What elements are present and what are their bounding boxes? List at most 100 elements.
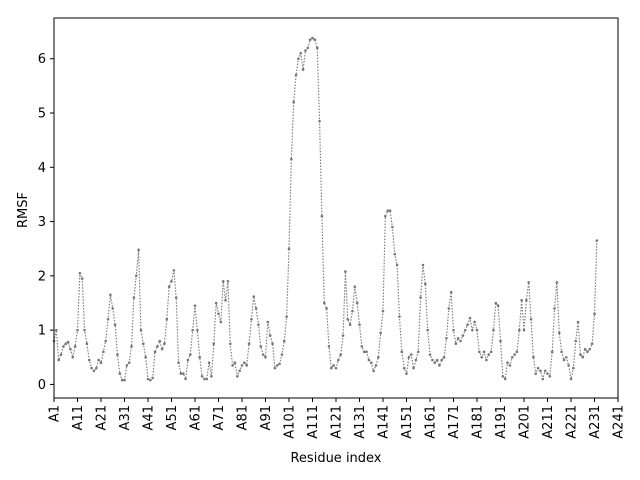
data-point — [83, 328, 86, 332]
data-point — [236, 374, 239, 378]
data-point — [548, 374, 552, 378]
y-tick-label: 5 — [38, 107, 46, 122]
data-point — [297, 57, 300, 61]
data-point — [456, 336, 460, 340]
data-point — [313, 38, 317, 42]
data-point — [238, 369, 241, 373]
data-point — [123, 378, 126, 382]
data-point — [330, 366, 333, 370]
data-point — [409, 353, 413, 356]
data-point — [184, 377, 187, 381]
data-point — [311, 36, 314, 40]
data-point — [372, 369, 375, 373]
data-point — [87, 358, 91, 362]
data-point — [360, 345, 364, 348]
data-point — [503, 377, 507, 381]
data-point — [565, 355, 568, 359]
x-tick-label: A181 — [471, 405, 486, 439]
series-line — [53, 37, 598, 382]
data-point — [463, 328, 467, 332]
data-point — [595, 239, 599, 242]
data-point — [285, 315, 288, 318]
data-point — [109, 293, 112, 297]
data-point — [245, 364, 248, 367]
data-point — [233, 361, 237, 365]
x-axis-label: Residue index — [290, 451, 381, 466]
data-point — [435, 358, 439, 362]
data-point — [421, 263, 425, 267]
data-point — [579, 353, 582, 356]
data-point — [489, 350, 493, 354]
data-point — [69, 347, 72, 351]
data-point — [62, 345, 65, 348]
data-point — [149, 378, 152, 382]
data-point — [327, 345, 331, 348]
data-point — [261, 353, 265, 356]
data-point — [480, 355, 484, 359]
data-point — [156, 345, 159, 348]
data-point — [515, 350, 519, 354]
data-point — [257, 323, 260, 327]
data-point — [167, 285, 171, 289]
data-point — [362, 350, 366, 354]
data-point — [165, 317, 169, 321]
data-point — [348, 323, 352, 327]
data-point — [217, 312, 220, 316]
data-point — [106, 317, 110, 321]
data-point — [412, 366, 415, 370]
data-point — [379, 331, 382, 335]
data-point — [529, 317, 533, 321]
data-point — [97, 358, 100, 362]
data-point — [405, 372, 408, 375]
data-point — [212, 342, 216, 346]
data-point — [337, 358, 340, 362]
data-point — [442, 355, 446, 359]
data-point — [290, 157, 293, 161]
data-point — [59, 353, 63, 356]
data-point — [341, 334, 345, 337]
data-point — [104, 339, 107, 343]
data-point — [243, 361, 246, 365]
x-tick-label: A91 — [259, 405, 274, 430]
data-point — [177, 361, 180, 365]
data-point — [137, 248, 140, 252]
data-point — [398, 315, 401, 318]
data-point — [179, 372, 183, 375]
data-point — [527, 281, 530, 284]
data-point — [386, 209, 390, 213]
data-point — [283, 339, 286, 343]
data-point — [228, 342, 232, 346]
data-point — [163, 342, 166, 346]
x-tick-label: A221 — [565, 405, 580, 439]
data-point — [174, 296, 178, 299]
data-point — [590, 342, 594, 346]
data-point — [334, 366, 338, 370]
data-point — [471, 328, 474, 332]
x-tick-label: A211 — [541, 405, 556, 439]
data-point — [522, 328, 526, 332]
data-point — [125, 364, 129, 367]
data-point — [151, 376, 154, 380]
data-point — [518, 328, 521, 332]
data-point — [219, 320, 223, 324]
data-point — [339, 353, 343, 356]
data-point — [170, 279, 173, 283]
y-axis-label: RMSF — [16, 192, 31, 228]
data-point — [367, 358, 371, 362]
data-point — [384, 214, 387, 218]
data-point — [160, 347, 164, 351]
data-point — [118, 372, 122, 375]
data-point — [445, 336, 448, 340]
data-point — [116, 353, 119, 356]
y-tick-label: 2 — [38, 269, 46, 284]
x-tick-label: A121 — [330, 405, 345, 439]
data-point — [419, 296, 422, 299]
data-point — [496, 304, 500, 308]
x-tick-label: A51 — [165, 405, 180, 430]
data-point — [214, 301, 218, 305]
y-tick-label: 3 — [38, 215, 46, 230]
data-point — [440, 358, 444, 362]
data-point — [391, 225, 394, 229]
data-point — [468, 316, 472, 320]
data-point — [181, 372, 185, 375]
